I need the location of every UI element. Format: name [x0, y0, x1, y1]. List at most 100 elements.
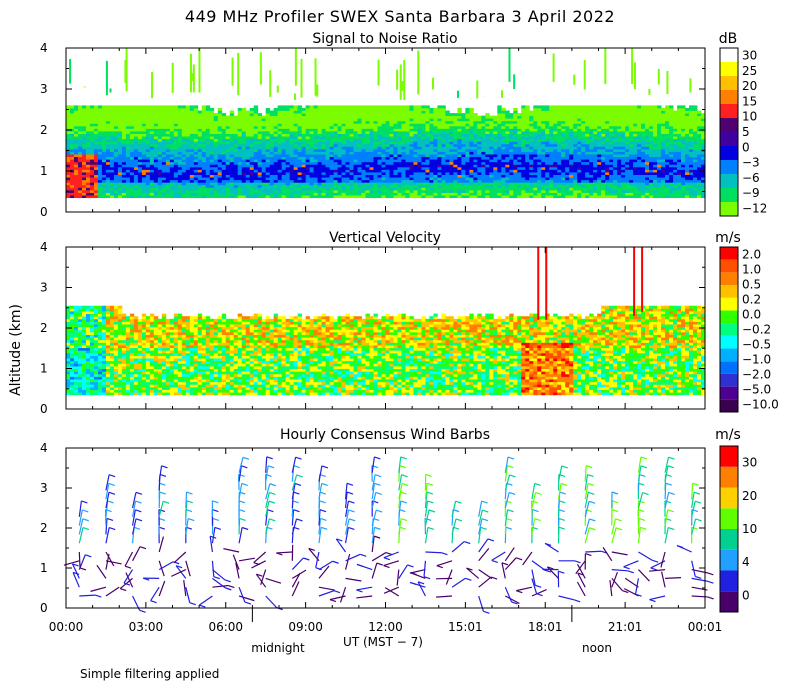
snr-cell [269, 131, 275, 134]
snr-cell [405, 174, 410, 178]
snr-cell [333, 172, 338, 175]
snr-cell [493, 169, 498, 173]
snr-cell [137, 161, 143, 165]
snr-cell [409, 154, 414, 158]
snr-cell [137, 189, 143, 193]
snr-cell [489, 177, 494, 181]
snr-cell [321, 154, 326, 158]
snr-cell [337, 179, 342, 183]
snr-cell [129, 164, 135, 168]
snr-cell [533, 182, 538, 186]
snr-cell [209, 166, 215, 170]
snr-cell [373, 110, 378, 114]
snr-cell [541, 113, 546, 117]
snr-cell [237, 192, 243, 196]
snr-cell [253, 146, 259, 150]
snr-cell [181, 161, 187, 165]
snr-cell [489, 131, 494, 134]
snr-cell [369, 169, 374, 173]
snr-cell [557, 143, 562, 147]
snr-cell [201, 174, 207, 178]
snr-cell [617, 125, 622, 129]
snr-cell [569, 128, 574, 132]
snr-cell [537, 146, 542, 150]
snr-cell [185, 154, 191, 158]
snr-cell [525, 141, 530, 145]
snr-cell [85, 148, 91, 152]
snr-cell [473, 177, 478, 181]
snr-cell [529, 148, 534, 152]
snr-cell [221, 172, 227, 175]
snr-cell [561, 161, 566, 165]
snr-cell [217, 123, 223, 127]
snr-cell [421, 113, 426, 117]
snr-cell [197, 174, 203, 178]
snr-cell [457, 151, 462, 155]
snr-cell [225, 159, 231, 163]
snr-cell [285, 169, 291, 173]
snr-cell [217, 133, 223, 137]
snr-cell [181, 164, 187, 168]
snr-cell [66, 125, 71, 129]
snr-cell [321, 115, 326, 119]
snr-cell [309, 182, 315, 186]
snr-cell [425, 172, 430, 175]
snr-cell [141, 146, 147, 150]
snr-cell [301, 113, 307, 117]
snr-cell [593, 148, 598, 152]
snr-cell [265, 125, 271, 129]
snr-cell [113, 141, 119, 145]
snr-cell [177, 154, 183, 158]
snr-cell [337, 110, 342, 114]
snr-cell [225, 156, 231, 160]
snr-cell [485, 156, 490, 160]
snr-cell [165, 187, 171, 191]
snr-cell [157, 169, 163, 173]
snr-cell [405, 161, 410, 165]
snr-cell [497, 133, 502, 137]
snr-cell [573, 166, 578, 170]
snr-cell [493, 159, 498, 163]
snr-cell [81, 143, 87, 147]
snr-cell [173, 156, 179, 160]
snr-cell [309, 154, 315, 158]
snr-cell [197, 146, 203, 150]
snr-cell [165, 136, 171, 140]
snr-cell [333, 118, 338, 122]
snr-cell [389, 141, 394, 145]
snr-cell [577, 161, 582, 165]
snr-cell [169, 148, 175, 152]
snr-cell [377, 156, 382, 160]
snr-cell [289, 118, 295, 122]
snr-cell [517, 195, 522, 199]
snr-cell [457, 107, 462, 111]
snr-cell [245, 120, 251, 124]
snr-cell [133, 136, 139, 140]
snr-cell [169, 166, 175, 170]
snr-cell [609, 164, 614, 168]
snr-cell [585, 120, 590, 124]
snr-cell [193, 187, 199, 191]
snr-cell [177, 177, 183, 181]
snr-cell [369, 131, 374, 134]
snr-cell [309, 131, 315, 134]
snr-cell [73, 166, 79, 170]
snr-cell [485, 148, 490, 152]
snr-cell [345, 143, 350, 147]
snr-cell [129, 161, 135, 165]
snr-cell [349, 141, 354, 145]
snr-cell [301, 161, 307, 165]
snr-cell [557, 172, 562, 175]
snr-cell [581, 113, 586, 117]
snr-cell [361, 138, 366, 142]
snr-cell [417, 164, 422, 168]
snr-cell [369, 195, 374, 199]
snr-cell [501, 164, 506, 168]
snr-cell [93, 123, 99, 127]
snr-cell [617, 123, 622, 127]
snr-cell [565, 138, 570, 142]
snr-cell [301, 151, 307, 155]
snr-cell [97, 182, 103, 186]
snr-cell [557, 107, 562, 111]
snr-cell [549, 179, 554, 183]
